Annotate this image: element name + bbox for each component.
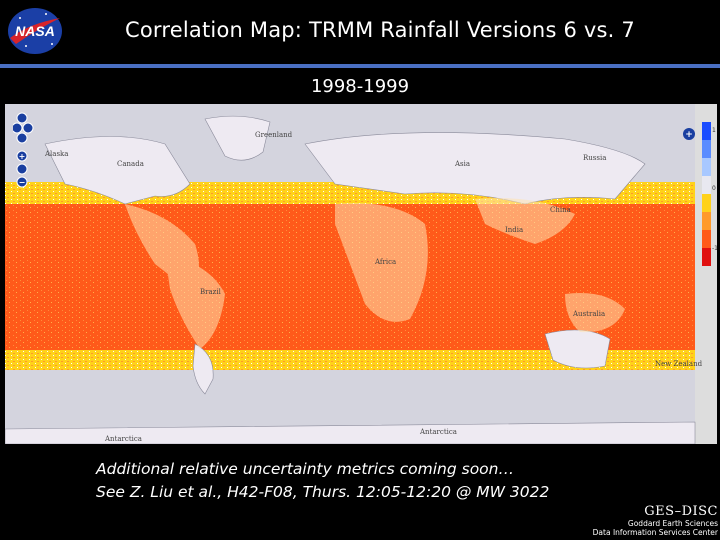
- legend-tick-bottom: -1: [712, 245, 717, 252]
- pan-up-icon: [16, 112, 28, 124]
- header: NASA Correlation Map: TRMM Rainfall Vers…: [0, 0, 720, 64]
- label-alaska: Alaska: [44, 150, 68, 158]
- caption-line-1: Additional relative uncertainty metrics …: [96, 460, 514, 478]
- land-masses: [5, 115, 696, 444]
- label-australia: Australia: [572, 310, 605, 318]
- label-russia: Russia: [583, 154, 606, 162]
- zoom-out-icon: [16, 176, 28, 188]
- svg-text:+: +: [685, 130, 693, 140]
- label-antarctica-2: Antarctica: [419, 428, 457, 436]
- correlation-map[interactable]: Greenland Alaska Canada Russia Asia Chin…: [5, 104, 717, 444]
- pan-right-icon: [22, 122, 34, 134]
- zoom-in-icon: [16, 150, 28, 162]
- ges-disc-logo: GES–DISC Goddard Earth Sciences Data Inf…: [590, 504, 718, 537]
- svg-text:+: +: [19, 152, 26, 161]
- legend-tick-mid: 0: [712, 185, 716, 192]
- label-asia: Asia: [454, 160, 470, 168]
- label-greenland: Greenland: [255, 131, 293, 139]
- south-yellow-band: [5, 350, 695, 370]
- ges-disc-line-2: Data Information Services Center: [592, 528, 718, 537]
- pan-down-icon: [16, 132, 28, 144]
- svg-text:−: −: [19, 178, 26, 187]
- ges-disc-title: GES–DISC: [644, 504, 718, 519]
- caption-line-2: See Z. Liu et al., H42-F08, Thurs. 12:05…: [96, 483, 550, 501]
- map-canvas: Greenland Alaska Canada Russia Asia Chin…: [5, 104, 717, 444]
- nasa-logo-icon: NASA: [8, 8, 62, 54]
- label-africa: Africa: [374, 258, 396, 266]
- period-label: 1998-1999: [310, 76, 410, 97]
- header-divider: [0, 64, 720, 68]
- zoom-world-icon: [16, 163, 28, 175]
- caption: Additional relative uncertainty metrics …: [96, 458, 549, 504]
- pan-left-icon: [13, 122, 23, 134]
- legend-tick-top: 1: [712, 127, 716, 134]
- label-india: India: [505, 226, 523, 234]
- map-navigation[interactable]: + −: [13, 112, 39, 190]
- label-antarctica: Antarctica: [104, 435, 142, 443]
- label-new-zealand: New Zealand: [655, 360, 703, 368]
- page-title: Correlation Map: TRMM Rainfall Versions …: [125, 18, 635, 42]
- color-legend: 1 0 -1: [702, 122, 717, 266]
- land-in-band: [125, 198, 625, 349]
- layer-switcher-button[interactable]: +: [683, 128, 695, 140]
- label-canada: Canada: [117, 160, 144, 168]
- label-brazil: Brazil: [200, 288, 222, 296]
- nasa-logo-text: NASA: [15, 23, 55, 39]
- ges-disc-line-1: Goddard Earth Sciences: [627, 519, 718, 528]
- label-china: China: [550, 206, 571, 214]
